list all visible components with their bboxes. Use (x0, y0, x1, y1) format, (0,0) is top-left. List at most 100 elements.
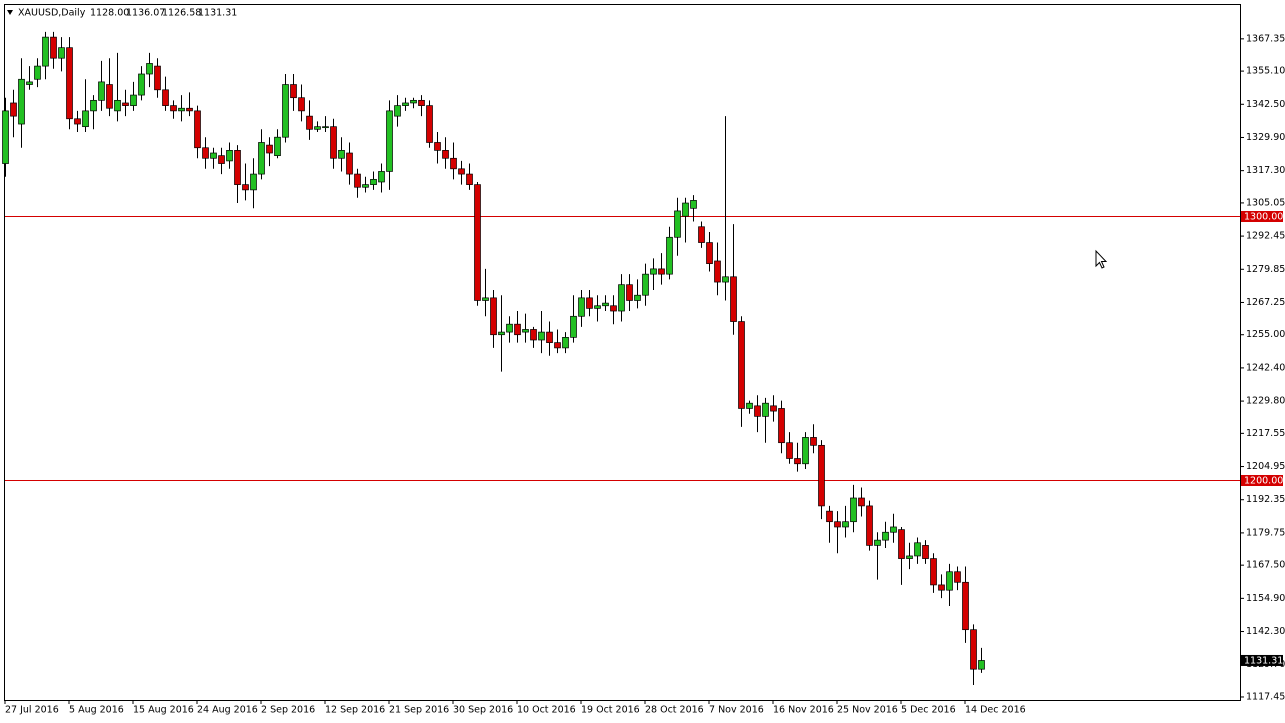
candle-body (682, 202, 689, 217)
candle-body (786, 442, 793, 459)
candle-body (586, 297, 593, 309)
candle-body (618, 284, 625, 312)
candle-body (458, 168, 465, 175)
candle-body (626, 284, 633, 301)
candle-body (130, 94, 137, 106)
candle-body (738, 321, 745, 409)
y-tick-label: 1342.50 (1246, 99, 1285, 110)
candle-body (474, 184, 481, 301)
candle-body (362, 184, 369, 188)
candle-body (258, 142, 265, 175)
candle-body (714, 260, 721, 283)
candle-body (50, 36, 57, 59)
menu-arrow[interactable] (7, 10, 13, 15)
candle-body (834, 521, 841, 528)
candle-body (498, 331, 505, 336)
y-tick-label: 1154.90 (1246, 593, 1285, 604)
candle-body (274, 136, 281, 156)
candle-body (354, 173, 361, 188)
candle-body (602, 302, 609, 307)
candle-body (306, 115, 313, 130)
candle-body (450, 157, 457, 170)
candle-body (690, 200, 697, 209)
y-tick-label: 1329.90 (1246, 132, 1285, 143)
x-tick-label: 14 Dec 2016 (965, 705, 1026, 716)
candle-body (938, 584, 945, 591)
candle-body (970, 629, 977, 670)
candle-body (730, 276, 737, 322)
candle-body (42, 36, 49, 67)
candle-body (298, 97, 305, 112)
candle-body (634, 294, 641, 301)
candle-body (330, 126, 337, 159)
candle-body (482, 297, 489, 301)
candle-body (146, 63, 153, 75)
x-tick-label: 30 Sep 2016 (453, 705, 513, 716)
candle-body (858, 497, 865, 507)
candle-body (978, 660, 985, 670)
candle-body (138, 73, 145, 96)
candle-body (514, 323, 521, 336)
price-label-box (1241, 475, 1283, 486)
candle-body (842, 521, 849, 528)
y-tick-label: 1229.80 (1246, 396, 1285, 407)
symbol-title: XAUUSD,Daily (18, 8, 86, 19)
price-label: 1300.00 (1244, 212, 1283, 223)
candle-body (466, 173, 473, 185)
candle-body (178, 107, 185, 112)
candle-body (234, 150, 241, 185)
ohlc-close: 1131.31 (198, 8, 237, 19)
candle-body (610, 305, 617, 312)
candle-body (570, 315, 577, 338)
candle-body (866, 505, 873, 546)
x-tick-label: 12 Sep 2016 (325, 705, 385, 716)
candle-body (762, 402, 769, 417)
candle-body (954, 571, 961, 583)
candle-body (370, 178, 377, 185)
candle-body (386, 110, 393, 172)
candle-body (98, 81, 105, 101)
candle-body (266, 144, 273, 154)
candle-body (410, 99, 417, 104)
candle-body (578, 297, 585, 317)
y-tick-label: 1217.55 (1246, 428, 1285, 439)
y-tick-label: 1305.05 (1246, 197, 1285, 208)
candle-body (538, 331, 545, 341)
candle-body (674, 210, 681, 238)
candle-body (290, 84, 297, 99)
candle-body (58, 47, 65, 59)
x-tick-label: 24 Aug 2016 (197, 705, 258, 716)
candle-body (770, 405, 777, 412)
candle-body (202, 147, 209, 159)
candle-body (90, 99, 97, 112)
plot-frame (4, 4, 1241, 701)
candle-body (562, 337, 569, 349)
candle-body (522, 329, 529, 333)
candle-body (914, 542, 921, 557)
candle-body (2, 110, 9, 164)
candle-body (698, 226, 705, 243)
candle-body (282, 84, 289, 138)
candle-body (554, 342, 561, 349)
candle-body (530, 329, 537, 341)
candle-body (154, 65, 161, 91)
candle-body (322, 126, 329, 129)
candle-body (226, 150, 233, 162)
candle-body (434, 142, 441, 151)
candle-body (378, 171, 385, 183)
x-tick-label: 5 Aug 2016 (69, 705, 124, 716)
mouse-cursor (1095, 249, 1108, 269)
candle-body (722, 276, 729, 283)
candle-body (338, 150, 345, 159)
x-tick-label: 25 Nov 2016 (837, 705, 898, 716)
y-tick-label: 1255.00 (1246, 329, 1285, 340)
x-tick-label: 10 Oct 2016 (517, 705, 576, 716)
candle-body (66, 47, 73, 120)
x-tick-label: 27 Jul 2016 (5, 705, 59, 716)
candle-body (250, 173, 257, 191)
ohlc-low: 1126.58 (162, 8, 201, 19)
candle-body (874, 539, 881, 546)
y-tick-label: 1142.30 (1246, 626, 1285, 637)
current-price-label: 1131.31 (1244, 655, 1283, 666)
